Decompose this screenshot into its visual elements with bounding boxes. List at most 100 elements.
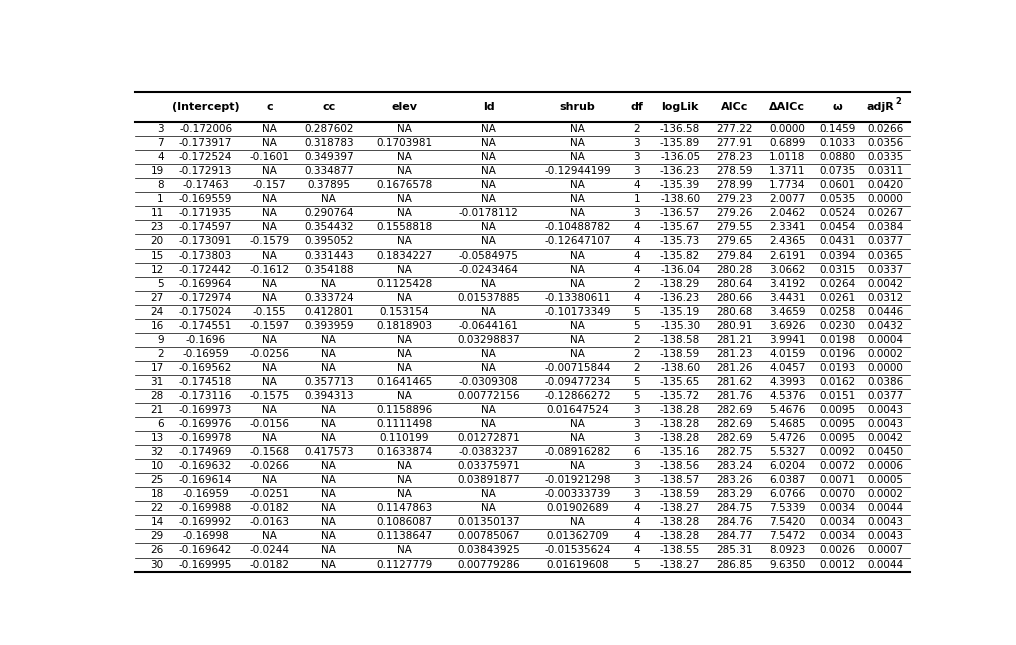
Text: ΔAICc: ΔAICc <box>769 102 806 112</box>
Text: 0.0311: 0.0311 <box>868 166 903 176</box>
Text: 0.0454: 0.0454 <box>819 223 855 232</box>
Text: -135.73: -135.73 <box>660 237 700 246</box>
Text: NA: NA <box>321 546 336 555</box>
Text: 0.1138647: 0.1138647 <box>376 531 432 541</box>
Text: 0.0042: 0.0042 <box>868 433 903 443</box>
Text: 3: 3 <box>633 152 640 162</box>
Text: 17: 17 <box>150 363 164 373</box>
Text: 0.1641465: 0.1641465 <box>376 377 432 387</box>
Text: 0.01350137: 0.01350137 <box>457 517 520 528</box>
Text: NA: NA <box>262 166 277 176</box>
Text: -0.173091: -0.173091 <box>179 237 233 246</box>
Text: 3: 3 <box>633 419 640 429</box>
Text: NA: NA <box>481 223 496 232</box>
Text: 22: 22 <box>150 503 164 513</box>
Text: 9: 9 <box>157 335 164 345</box>
Text: NA: NA <box>396 391 411 401</box>
Text: c: c <box>266 102 272 112</box>
Text: -136.23: -136.23 <box>660 166 700 176</box>
Text: 0.0026: 0.0026 <box>819 546 855 555</box>
Text: NA: NA <box>321 363 336 373</box>
Text: NA: NA <box>481 237 496 246</box>
Text: 279.26: 279.26 <box>716 208 753 219</box>
Text: 279.23: 279.23 <box>716 194 753 204</box>
Text: 2: 2 <box>157 349 164 359</box>
Text: ω: ω <box>832 102 842 112</box>
Text: 0.0095: 0.0095 <box>819 405 855 415</box>
Text: 0.37895: 0.37895 <box>307 181 351 190</box>
Text: 0.393959: 0.393959 <box>304 321 354 331</box>
Text: NA: NA <box>262 279 277 288</box>
Text: NA: NA <box>570 208 585 219</box>
Text: 4: 4 <box>633 181 640 190</box>
Text: NA: NA <box>481 152 496 162</box>
Text: 19: 19 <box>150 166 164 176</box>
Text: -0.0243464: -0.0243464 <box>458 264 518 275</box>
Text: 18: 18 <box>150 490 164 499</box>
Text: (Intercept): (Intercept) <box>172 102 240 112</box>
Text: 0.0193: 0.0193 <box>819 363 855 373</box>
Text: -138.28: -138.28 <box>660 405 700 415</box>
Text: -135.89: -135.89 <box>660 138 700 148</box>
Text: 8: 8 <box>157 181 164 190</box>
Text: -0.0251: -0.0251 <box>250 490 290 499</box>
Text: NA: NA <box>262 250 277 261</box>
Text: -138.29: -138.29 <box>660 279 700 288</box>
Text: 0.0071: 0.0071 <box>819 475 855 485</box>
Text: 277.91: 277.91 <box>716 138 753 148</box>
Text: NA: NA <box>396 335 411 345</box>
Text: 0.0230: 0.0230 <box>819 321 855 331</box>
Text: 282.69: 282.69 <box>716 433 753 443</box>
Text: 281.62: 281.62 <box>716 377 753 387</box>
Text: NA: NA <box>396 237 411 246</box>
Text: -0.169614: -0.169614 <box>179 475 233 485</box>
Text: -0.169642: -0.169642 <box>179 546 233 555</box>
Text: NA: NA <box>321 475 336 485</box>
Text: NA: NA <box>481 349 496 359</box>
Text: 7.5420: 7.5420 <box>769 517 806 528</box>
Text: 284.76: 284.76 <box>716 517 753 528</box>
Text: 6.0387: 6.0387 <box>769 475 806 485</box>
Text: 2: 2 <box>633 349 640 359</box>
Text: 0.03891877: 0.03891877 <box>457 475 520 485</box>
Text: 0.0044: 0.0044 <box>868 503 903 513</box>
Text: -0.12944199: -0.12944199 <box>545 166 611 176</box>
Text: 0.0151: 0.0151 <box>819 391 855 401</box>
Text: 14: 14 <box>150 517 164 528</box>
Text: 0.0006: 0.0006 <box>868 461 903 471</box>
Text: 0.318783: 0.318783 <box>304 138 354 148</box>
Text: NA: NA <box>481 363 496 373</box>
Text: -138.27: -138.27 <box>660 560 700 570</box>
Text: NA: NA <box>396 490 411 499</box>
Text: NA: NA <box>321 433 336 443</box>
Text: 280.64: 280.64 <box>716 279 753 288</box>
Text: NA: NA <box>570 321 585 331</box>
Text: 0.03843925: 0.03843925 <box>457 546 520 555</box>
Text: -0.0644161: -0.0644161 <box>458 321 518 331</box>
Text: -0.0156: -0.0156 <box>250 419 290 429</box>
Text: 0.349397: 0.349397 <box>304 152 354 162</box>
Text: -135.72: -135.72 <box>660 391 700 401</box>
Text: NA: NA <box>262 531 277 541</box>
Text: 0.394313: 0.394313 <box>304 391 354 401</box>
Text: -0.172006: -0.172006 <box>179 124 232 134</box>
Text: NA: NA <box>396 293 411 303</box>
Text: NA: NA <box>262 138 277 148</box>
Text: 0.0377: 0.0377 <box>868 237 903 246</box>
Text: NA: NA <box>570 517 585 528</box>
Text: 283.24: 283.24 <box>716 461 753 471</box>
Text: NA: NA <box>321 517 336 528</box>
Text: 0.00785067: 0.00785067 <box>457 531 520 541</box>
Text: -0.0182: -0.0182 <box>250 503 290 513</box>
Text: -138.55: -138.55 <box>660 546 700 555</box>
Text: 0.0337: 0.0337 <box>868 264 903 275</box>
Text: 5.4726: 5.4726 <box>769 433 806 443</box>
Text: -0.169978: -0.169978 <box>179 433 233 443</box>
Text: -0.174597: -0.174597 <box>179 223 233 232</box>
Text: 5.5327: 5.5327 <box>769 447 806 457</box>
Text: 1.0118: 1.0118 <box>769 152 806 162</box>
Text: 0.1818903: 0.1818903 <box>376 321 432 331</box>
Text: 0.0335: 0.0335 <box>868 152 903 162</box>
Text: 0.0043: 0.0043 <box>868 531 903 541</box>
Text: 0.0420: 0.0420 <box>868 181 903 190</box>
